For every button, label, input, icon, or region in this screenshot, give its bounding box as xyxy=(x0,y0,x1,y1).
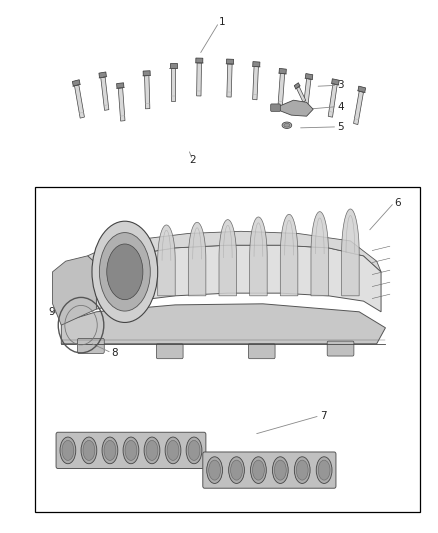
Ellipse shape xyxy=(284,124,290,127)
Polygon shape xyxy=(253,67,258,100)
Polygon shape xyxy=(278,74,285,107)
Ellipse shape xyxy=(252,460,264,480)
Ellipse shape xyxy=(272,457,288,483)
Polygon shape xyxy=(61,304,385,344)
Polygon shape xyxy=(53,256,96,325)
Polygon shape xyxy=(332,79,339,85)
Ellipse shape xyxy=(125,440,137,461)
Ellipse shape xyxy=(81,437,97,464)
FancyBboxPatch shape xyxy=(271,104,280,111)
Ellipse shape xyxy=(104,440,116,461)
Ellipse shape xyxy=(146,440,158,461)
Polygon shape xyxy=(279,68,286,74)
Text: 1: 1 xyxy=(219,18,226,27)
FancyBboxPatch shape xyxy=(203,452,336,488)
Text: 4: 4 xyxy=(337,102,344,111)
FancyBboxPatch shape xyxy=(156,344,183,359)
Polygon shape xyxy=(311,212,328,296)
FancyBboxPatch shape xyxy=(327,341,354,356)
Polygon shape xyxy=(117,83,124,88)
Ellipse shape xyxy=(167,440,179,461)
Text: 2: 2 xyxy=(189,155,196,165)
Polygon shape xyxy=(72,80,80,86)
Polygon shape xyxy=(88,231,381,272)
Ellipse shape xyxy=(230,460,243,480)
Ellipse shape xyxy=(186,437,202,464)
Text: 6: 6 xyxy=(394,198,401,207)
Polygon shape xyxy=(342,209,359,296)
Polygon shape xyxy=(250,217,267,296)
Polygon shape xyxy=(305,74,313,79)
Polygon shape xyxy=(158,225,175,296)
Polygon shape xyxy=(196,58,203,63)
Polygon shape xyxy=(96,245,381,312)
Ellipse shape xyxy=(165,437,181,464)
FancyBboxPatch shape xyxy=(56,432,206,469)
Polygon shape xyxy=(170,63,177,68)
Polygon shape xyxy=(278,100,313,116)
Text: 5: 5 xyxy=(337,122,344,132)
Ellipse shape xyxy=(229,457,244,483)
Polygon shape xyxy=(99,72,106,78)
Ellipse shape xyxy=(144,437,160,464)
Ellipse shape xyxy=(296,460,308,480)
Text: 3: 3 xyxy=(337,80,344,90)
Polygon shape xyxy=(303,78,311,112)
Polygon shape xyxy=(226,59,233,64)
Ellipse shape xyxy=(282,122,292,128)
Polygon shape xyxy=(358,86,366,93)
Bar xyxy=(35,187,420,512)
FancyBboxPatch shape xyxy=(78,338,104,353)
Ellipse shape xyxy=(208,460,221,480)
Polygon shape xyxy=(145,76,150,109)
Ellipse shape xyxy=(83,440,95,461)
Ellipse shape xyxy=(207,457,223,483)
Ellipse shape xyxy=(251,457,266,483)
Ellipse shape xyxy=(318,460,330,480)
Polygon shape xyxy=(227,64,232,97)
Polygon shape xyxy=(219,220,237,296)
Polygon shape xyxy=(118,88,125,121)
Text: 8: 8 xyxy=(112,348,118,358)
Ellipse shape xyxy=(274,460,286,480)
Polygon shape xyxy=(171,68,175,101)
Ellipse shape xyxy=(188,440,200,461)
Ellipse shape xyxy=(294,457,310,483)
Ellipse shape xyxy=(62,440,74,461)
Text: 7: 7 xyxy=(320,411,326,421)
Polygon shape xyxy=(294,83,300,89)
Polygon shape xyxy=(353,91,364,125)
FancyBboxPatch shape xyxy=(248,344,275,359)
Polygon shape xyxy=(297,86,306,102)
Ellipse shape xyxy=(316,457,332,483)
Polygon shape xyxy=(74,85,85,118)
Ellipse shape xyxy=(99,232,150,311)
Polygon shape xyxy=(280,214,298,296)
Polygon shape xyxy=(143,71,150,76)
Polygon shape xyxy=(197,63,201,96)
Polygon shape xyxy=(253,62,260,67)
Ellipse shape xyxy=(102,437,118,464)
Polygon shape xyxy=(188,222,206,296)
Polygon shape xyxy=(328,84,337,117)
Polygon shape xyxy=(101,77,109,110)
Ellipse shape xyxy=(123,437,139,464)
Ellipse shape xyxy=(107,244,143,300)
Ellipse shape xyxy=(60,437,76,464)
Ellipse shape xyxy=(92,221,158,322)
Text: 9: 9 xyxy=(48,307,55,317)
